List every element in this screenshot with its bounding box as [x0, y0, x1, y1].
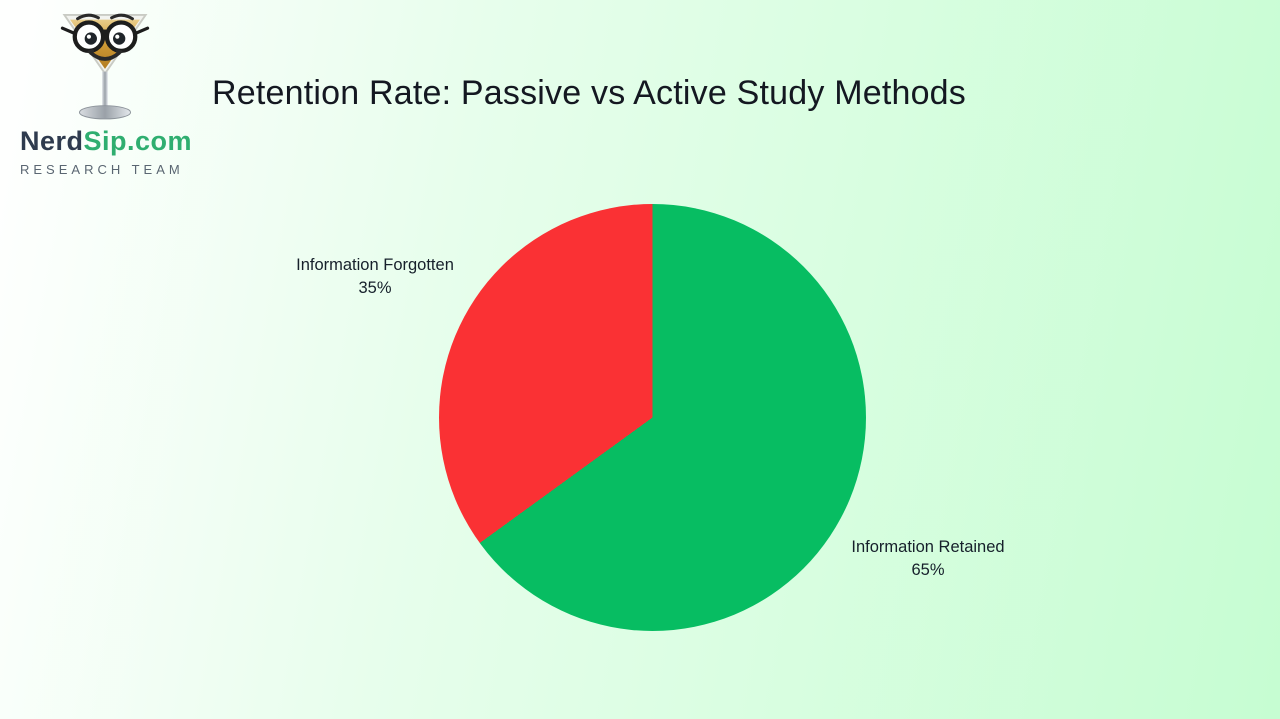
brand-name-nerd: Nerd	[20, 126, 84, 156]
brand-name-sip: Sip.com	[83, 126, 193, 156]
nerd-glasses-icon	[72, 20, 138, 53]
slice-label-forgotten-text: Information Forgotten	[296, 256, 454, 274]
brand-name: NerdSip.com	[20, 126, 193, 157]
pie	[439, 204, 866, 631]
slice-label-retained-pct: 65%	[911, 561, 945, 579]
slice-label-retained: Information Retained 65%	[788, 536, 1068, 582]
eyebrow-right	[110, 13, 134, 21]
slice-label-forgotten-pct: 35%	[358, 279, 392, 297]
chart-title: Retention Rate: Passive vs Active Study …	[212, 74, 966, 112]
slice-label-forgotten: Information Forgotten 35%	[235, 254, 515, 300]
slice-label-retained-text: Information Retained	[851, 538, 1005, 556]
eyebrow-left	[76, 13, 100, 21]
smile-icon	[88, 50, 122, 61]
martini-glass-icon	[60, 13, 150, 120]
brand-subtitle: RESEARCH TEAM	[20, 162, 184, 177]
nerdsip-logo: NerdSip.com RESEARCH TEAM	[20, 8, 193, 177]
